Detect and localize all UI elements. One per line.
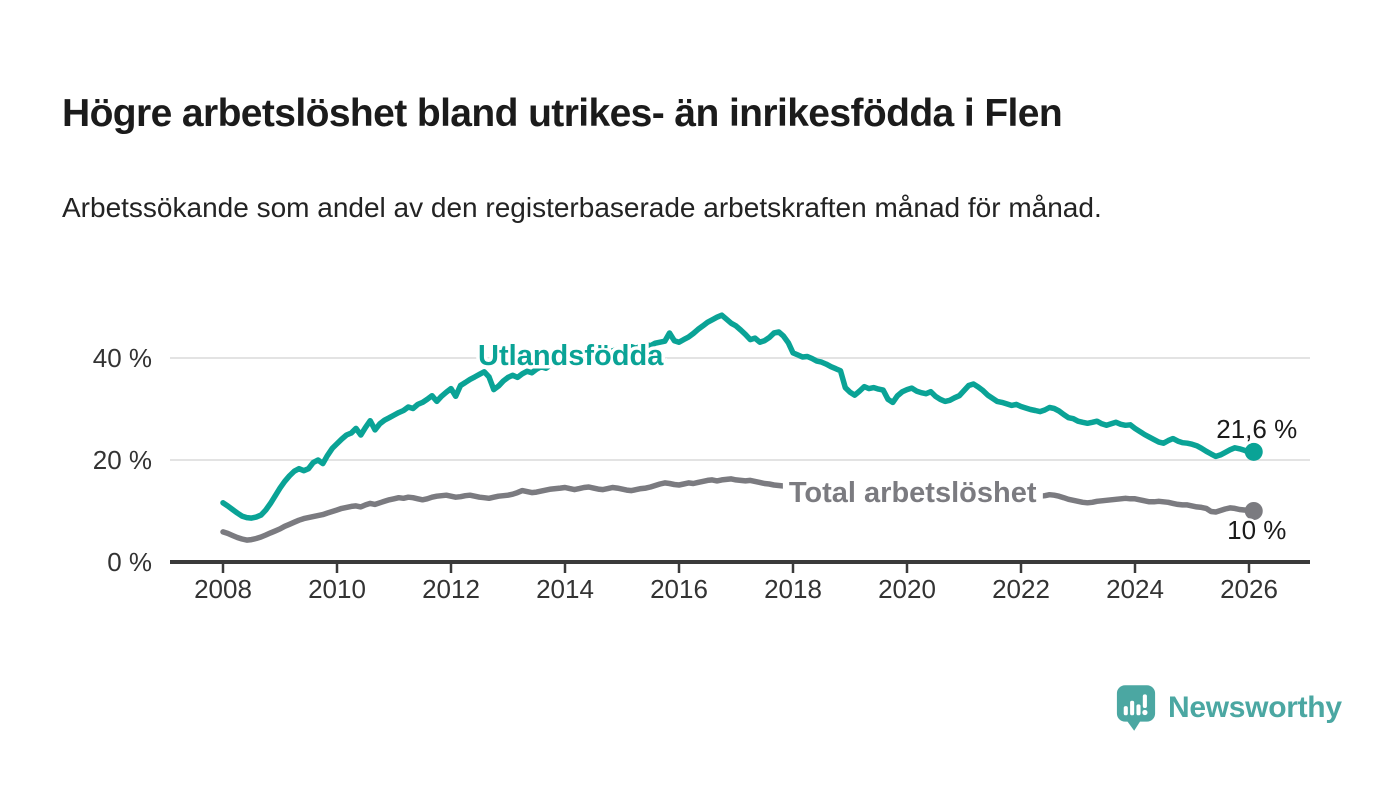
series-end-value-label: 10 % bbox=[1227, 515, 1286, 545]
x-tick-label: 2020 bbox=[878, 574, 936, 604]
newsworthy-logo[interactable]: Newsworthy bbox=[1116, 684, 1342, 732]
series-line-utlandsfodda bbox=[220, 312, 1257, 521]
y-tick-label: 40 % bbox=[93, 343, 152, 373]
x-tick-label: 2016 bbox=[650, 574, 708, 604]
x-tick-label: 2022 bbox=[992, 574, 1050, 604]
x-tick-label: 2010 bbox=[308, 574, 366, 604]
series-label: Total arbetslöshet bbox=[789, 477, 1037, 509]
x-tick-label: 2014 bbox=[536, 574, 594, 604]
chart-subtitle: Arbetssökande som andel av den registerb… bbox=[62, 192, 1102, 223]
y-tick-label: 0 % bbox=[107, 547, 152, 577]
series-line-total bbox=[220, 476, 1257, 543]
series-label: Utlandsfödda bbox=[478, 340, 664, 372]
x-tick-label: 2018 bbox=[764, 574, 822, 604]
newsworthy-logo-text: Newsworthy bbox=[1168, 691, 1342, 724]
x-tick-label: 2024 bbox=[1106, 574, 1164, 604]
x-tick-label: 2026 bbox=[1220, 574, 1278, 604]
series-end-value-label: 21,6 % bbox=[1216, 414, 1297, 444]
newsworthy-logo-icon bbox=[1116, 685, 1156, 731]
y-tick-label: 20 % bbox=[93, 445, 152, 475]
x-tick-label: 2012 bbox=[422, 574, 480, 604]
series-end-dot bbox=[1244, 442, 1263, 461]
series-label-bg bbox=[782, 474, 1043, 513]
chart-title: Högre arbetslöshet bland utrikes- än inr… bbox=[62, 92, 1063, 136]
x-tick-label: 2008 bbox=[194, 574, 252, 604]
series-end-dot bbox=[1244, 502, 1263, 520]
